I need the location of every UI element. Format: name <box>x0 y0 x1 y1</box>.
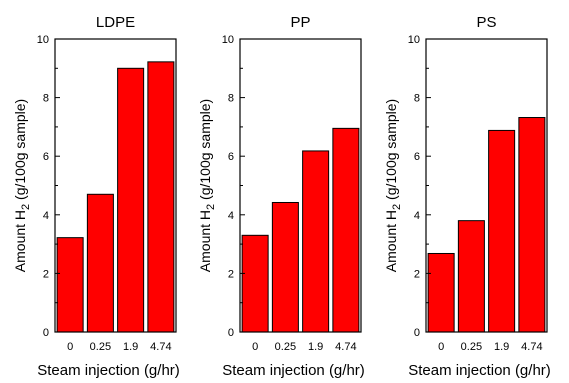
y-tick-label: 8 <box>43 93 49 105</box>
bar <box>302 150 330 333</box>
bar <box>147 61 175 333</box>
x-axis-label: Steam injection (g/hr) <box>408 362 551 378</box>
bar <box>56 237 84 333</box>
bar <box>488 129 516 333</box>
chart-panel-pp: 0 2 4 6 8 10 0 0.25 1.9 4.74 PP Steam injection (g/… <box>197 14 365 379</box>
chart-title: PS <box>476 14 496 31</box>
x-axis-label: Steam injection (g/hr) <box>222 362 365 378</box>
y-axis-label-main: Amount H <box>197 210 213 272</box>
x-tick-label: 1.9 <box>123 341 138 353</box>
y-tick-label: 2 <box>414 268 420 280</box>
y-axis-label-subscript: 2 <box>391 204 403 210</box>
x-tick-label: 0.25 <box>90 341 111 353</box>
y-axis-label: Amount H2 (g/100g sample) <box>197 99 217 272</box>
x-tick-label: 0.25 <box>461 341 482 353</box>
x-tick-label: 4.74 <box>150 341 171 353</box>
y-tick-label: 6 <box>43 151 49 163</box>
y-axis-label: Amount H2 (g/100g sample) <box>383 99 403 272</box>
bar <box>117 67 145 333</box>
y-tick-label: 8 <box>414 93 420 105</box>
x-tick-label: 4.74 <box>521 341 542 353</box>
bar <box>86 193 114 333</box>
x-tick-label: 0 <box>252 341 258 353</box>
x-tick-label: 0.25 <box>275 341 296 353</box>
y-tick-label: 10 <box>222 34 234 46</box>
y-tick-label: 2 <box>43 268 49 280</box>
y-tick-label: 10 <box>37 34 49 46</box>
y-tick-label: 0 <box>228 327 234 339</box>
y-tick-label: 0 <box>43 327 49 339</box>
chart-panel-ldpe: 0 2 4 6 8 10 0 0.25 1.9 4.74 LDPE Steam injection (… <box>12 14 180 379</box>
y-axis-label-main: Amount H <box>383 210 399 272</box>
y-axis-label-subscript: 2 <box>20 204 32 210</box>
x-tick-label: 0 <box>438 341 444 353</box>
y-tick-label: 6 <box>228 151 234 163</box>
y-tick-label: 4 <box>228 210 234 222</box>
y-tick-label: 6 <box>414 151 420 163</box>
y-tick-label: 8 <box>228 93 234 105</box>
x-tick-label: 0 <box>67 341 73 353</box>
x-tick-label: 4.74 <box>335 341 356 353</box>
bar <box>518 117 546 333</box>
y-axis-label-rest: (g/100g sample) <box>383 99 399 204</box>
x-tick-label: 1.9 <box>308 341 323 353</box>
bar <box>241 234 269 333</box>
bar <box>271 201 299 333</box>
y-axis-label-main: Amount H <box>12 210 28 272</box>
y-tick-label: 10 <box>408 34 420 46</box>
chart-title: PP <box>290 14 310 31</box>
chart-panel-ps: 0 2 4 6 8 10 0 0.25 1.9 4.74 PS Steam injection (g/… <box>383 14 551 379</box>
y-tick-label: 0 <box>414 327 420 339</box>
x-tick-label: 1.9 <box>494 341 509 353</box>
y-axis-label: Amount H2 (g/100g sample) <box>12 99 32 272</box>
y-tick-label: 4 <box>414 210 420 222</box>
bar <box>332 127 360 333</box>
y-axis-label-rest: (g/100g sample) <box>12 99 28 204</box>
chart-title: LDPE <box>96 14 135 31</box>
y-tick-label: 2 <box>228 268 234 280</box>
x-axis-label: Steam injection (g/hr) <box>37 362 180 378</box>
y-tick-label: 4 <box>43 210 49 222</box>
bar <box>427 252 455 333</box>
y-axis-label-subscript: 2 <box>205 204 217 210</box>
y-axis-label-rest: (g/100g sample) <box>197 99 213 204</box>
bar <box>457 220 485 333</box>
